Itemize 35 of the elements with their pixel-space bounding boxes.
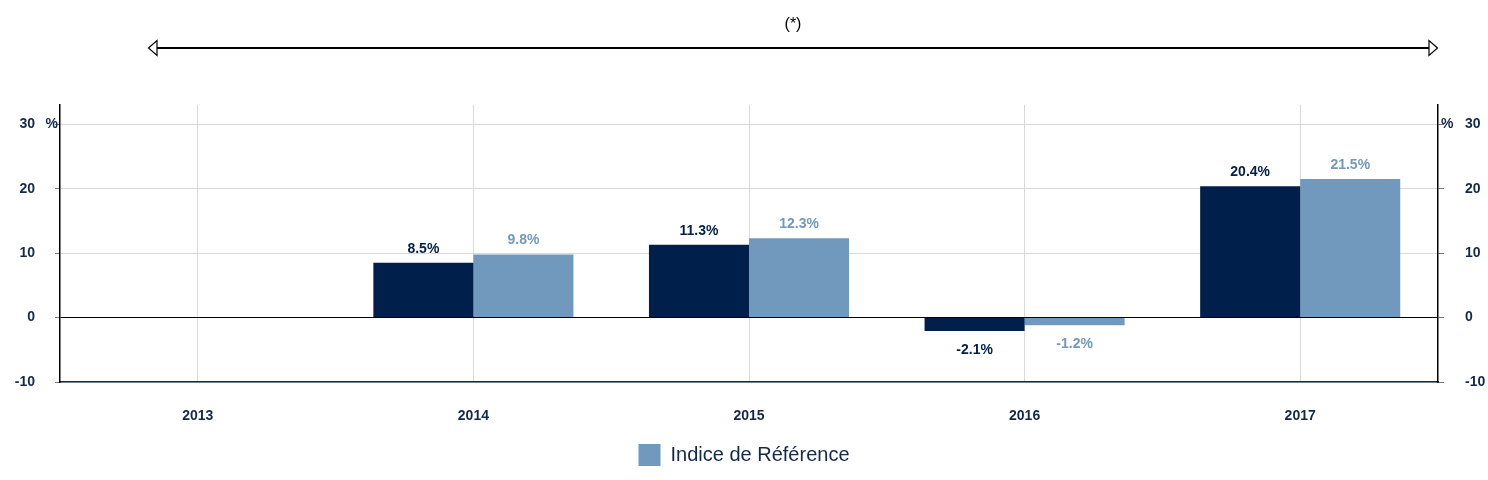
y2-axis-title: % (1441, 115, 1454, 132)
y2-tick-label: 10 (1465, 244, 1481, 261)
x-tick-label: 2015 (733, 407, 765, 424)
y2-tick-label: 20 (1465, 179, 1481, 196)
x-tick-label: 2014 (457, 407, 490, 424)
data-label: 21.5% (1330, 155, 1371, 172)
y-axis-title: % (45, 115, 59, 132)
y-tick-label: 10 (19, 244, 36, 261)
x-tick-label: 2017 (1284, 407, 1316, 424)
bar (473, 254, 574, 318)
data-label: 9.8% (507, 231, 540, 248)
data-label: 11.3% (679, 221, 719, 238)
data-label: 12.3% (779, 215, 820, 232)
y2-tick-label: -10 (1465, 372, 1486, 389)
y2-tick-label: 30 (1465, 115, 1481, 132)
text: (*) (783, 14, 803, 34)
legend-label: Indice de Référence (670, 442, 850, 465)
data-label: 20.4% (1230, 163, 1271, 180)
x-tick-label: 2013 (182, 407, 214, 424)
bar (1300, 179, 1401, 318)
bar (924, 318, 1025, 332)
y-tick-label: 30 (19, 115, 36, 132)
bar (373, 262, 474, 318)
data-label: -2.1% (956, 340, 994, 357)
bar (1024, 318, 1125, 326)
bar (1200, 186, 1301, 318)
y-tick-label: 0 (27, 308, 36, 325)
bar (749, 238, 850, 318)
y-tick-label: 20 (19, 179, 36, 196)
y-tick-label: -10 (14, 372, 36, 389)
data-label: 8.5% (407, 239, 440, 256)
data-label: -1.2% (1056, 335, 1094, 352)
bar (648, 244, 749, 318)
y2-tick-label: 0 (1465, 308, 1473, 325)
x-tick-label: 2016 (1009, 407, 1041, 424)
